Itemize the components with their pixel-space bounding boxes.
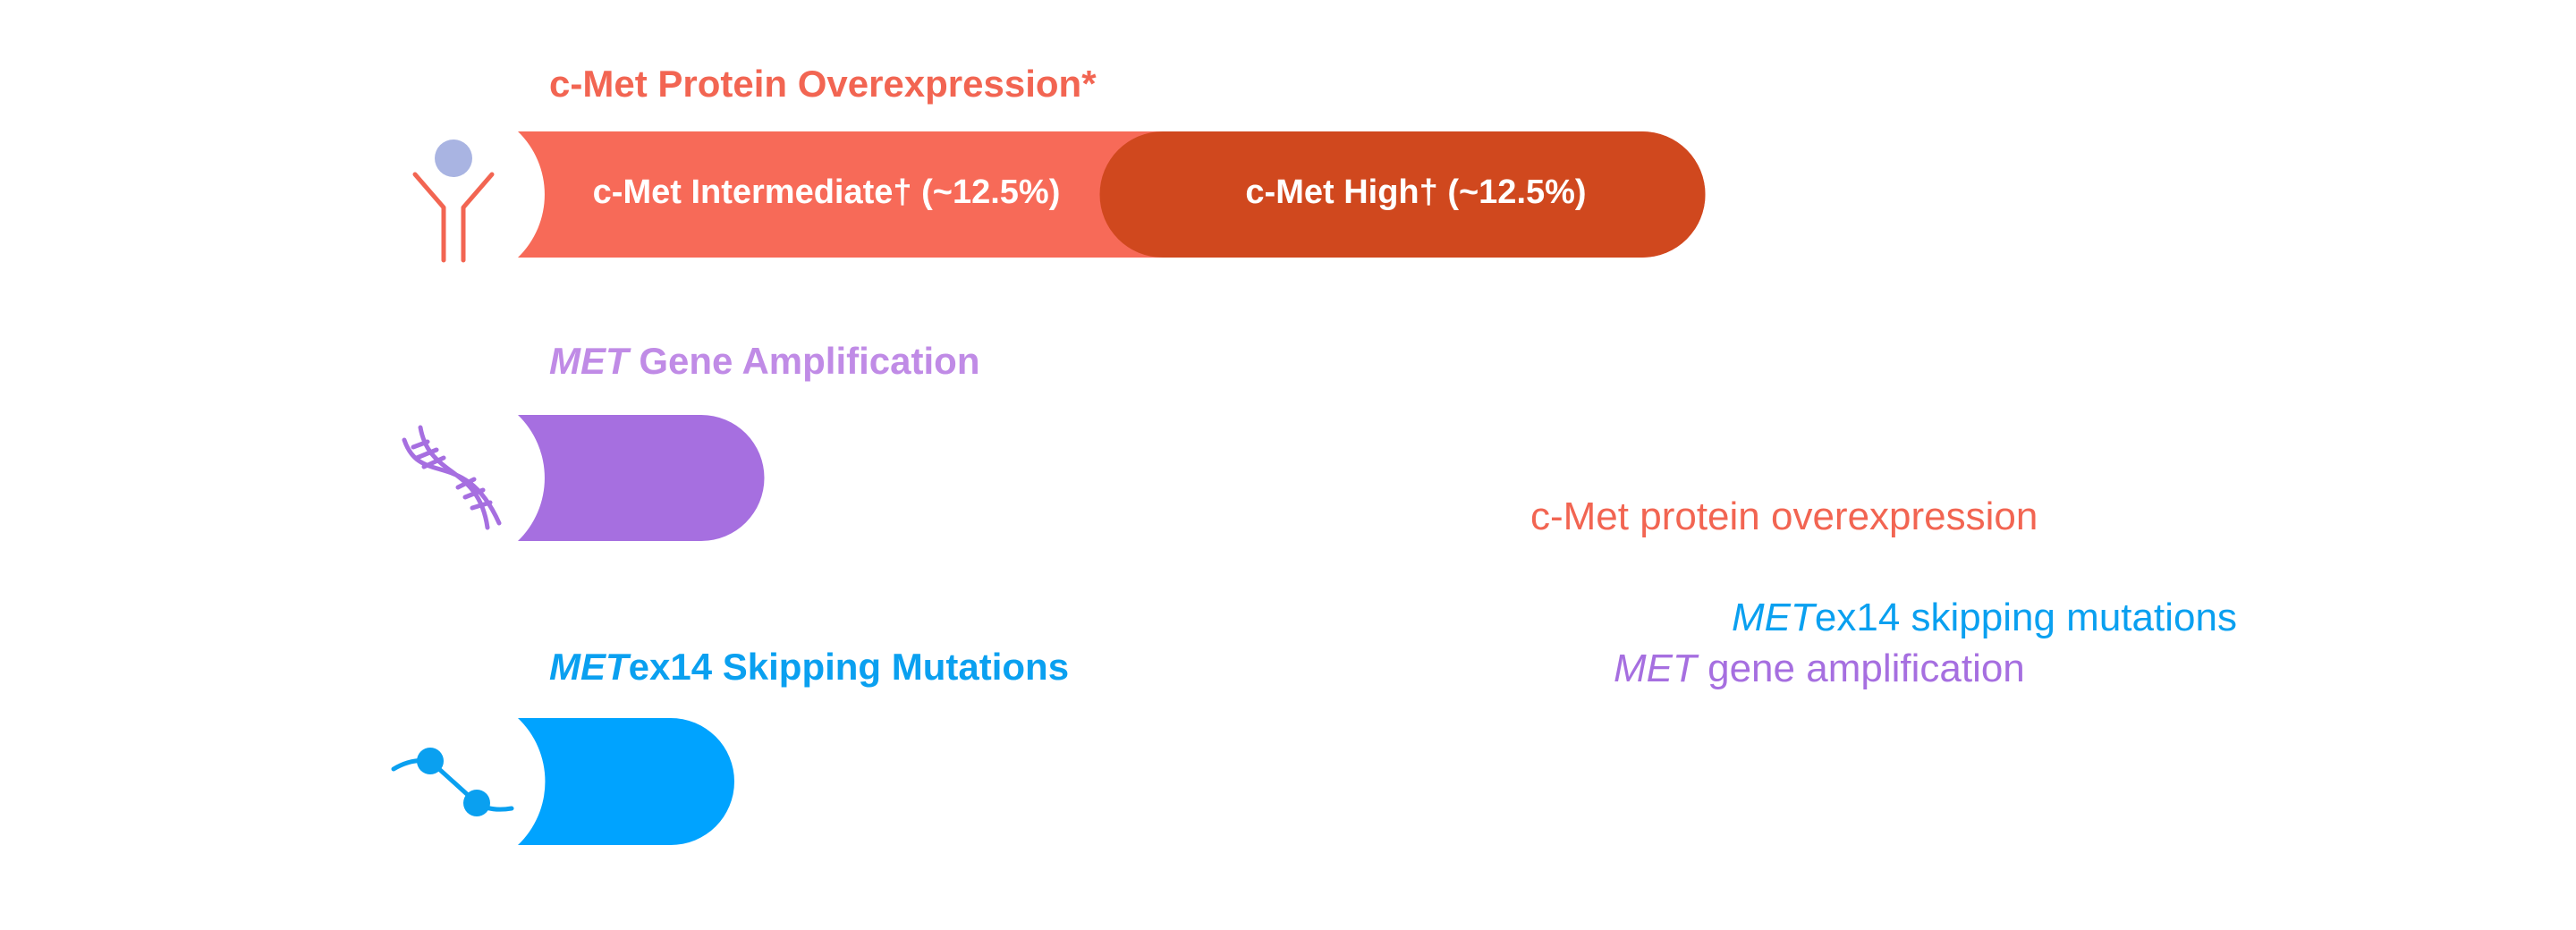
mutation-icon — [391, 748, 514, 816]
title-italic: MET — [549, 340, 631, 382]
segment-label: c-Met High† (~12.5%) — [1245, 173, 1586, 211]
section-title: MET Gene Amplification — [549, 340, 979, 382]
label-rest: ex14 skipping mutations — [1815, 596, 2237, 639]
section-title: c-Met Protein Overexpression* — [549, 63, 1097, 105]
bar-amplification — [518, 415, 765, 541]
title-italic: MET — [549, 646, 631, 688]
segment-label: c-Met Intermediate† (~12.5%) — [593, 173, 1061, 211]
label: MET gene amplification — [1614, 647, 2025, 690]
bar-skipping — [518, 718, 734, 845]
label: c-Met protein overexpression — [1530, 495, 2038, 538]
label-italic: MET — [1614, 647, 1699, 690]
antibody-icon — [412, 140, 495, 263]
bar-high — [1099, 131, 1706, 258]
title-rest: Gene Amplification — [629, 340, 980, 382]
title-rest: ex14 Skipping Mutations — [629, 646, 1069, 688]
label: METex14 skipping mutations — [1732, 596, 2237, 639]
dna-icon — [402, 425, 502, 530]
label-italic: MET — [1732, 596, 1818, 639]
label-rest: gene amplification — [1697, 647, 2025, 690]
section-title: METex14 Skipping Mutations — [549, 646, 1069, 688]
